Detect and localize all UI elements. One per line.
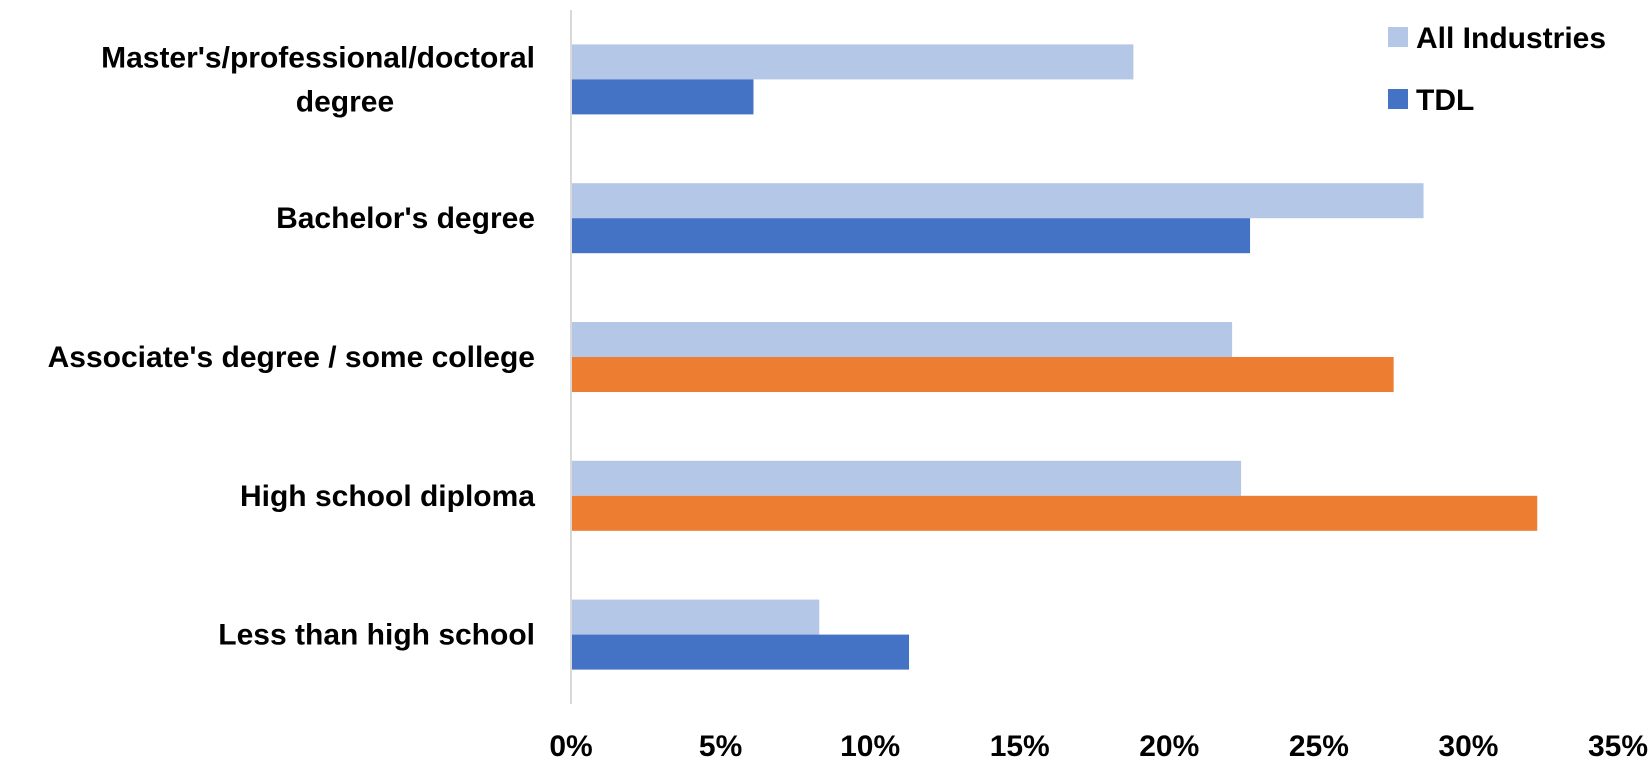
- bar-tdl-2: [572, 357, 1394, 392]
- bar-tdl-1: [572, 218, 1251, 254]
- category-label-line: degree: [296, 85, 394, 118]
- x-tick-label-3: 15%: [990, 730, 1050, 763]
- legend-swatch-tdl: [1388, 89, 1408, 109]
- bar-tdl-4: [572, 634, 910, 670]
- category-label-line: Less than high school: [218, 619, 535, 652]
- category-label-1: Bachelor's degree: [276, 202, 535, 235]
- bar-all-industries-4: [572, 599, 820, 635]
- category-label-line: Master's/professional/doctoral: [101, 41, 535, 74]
- legend-label-all-industries: All Industries: [1416, 22, 1606, 55]
- x-tick-labels: 0% 5% 10% 15% 20% 25% 30% 35%: [549, 730, 1648, 763]
- bar-all-industries-2: [572, 322, 1233, 357]
- category-label-line: Associate's degree / some college: [48, 341, 535, 374]
- x-tick-label-1: 5%: [699, 730, 742, 763]
- x-tick-label-4: 20%: [1139, 730, 1199, 763]
- x-tick-label-5: 25%: [1289, 730, 1349, 763]
- legend-label-tdl: TDL: [1416, 84, 1474, 117]
- category-label-2: Associate's degree / some college: [48, 341, 535, 374]
- category-label-line: Bachelor's degree: [276, 202, 535, 235]
- x-tick-label-2: 10%: [840, 730, 900, 763]
- bar-all-industries-3: [572, 460, 1242, 496]
- category-label-line: High school diploma: [240, 480, 535, 513]
- legend-swatch-all-industries: [1388, 27, 1408, 47]
- bar-all-industries-1: [572, 183, 1424, 219]
- category-label-3: High school diploma: [240, 480, 535, 513]
- x-tick-label-7: 35%: [1588, 730, 1648, 763]
- category-label-4: Less than high school: [218, 619, 535, 652]
- x-tick-label-6: 30%: [1438, 730, 1498, 763]
- category-label-0: Master's/professional/doctoral degree: [101, 41, 535, 118]
- legend: All Industries TDL: [1388, 22, 1606, 117]
- bar-all-industries-0: [572, 44, 1134, 80]
- bar-tdl-0: [572, 79, 754, 115]
- bar-tdl-3: [572, 495, 1538, 531]
- bars-layer: [572, 44, 1538, 670]
- category-labels: Master's/professional/doctoral degree Bach…: [48, 41, 536, 651]
- x-tick-label-0: 0%: [549, 730, 592, 763]
